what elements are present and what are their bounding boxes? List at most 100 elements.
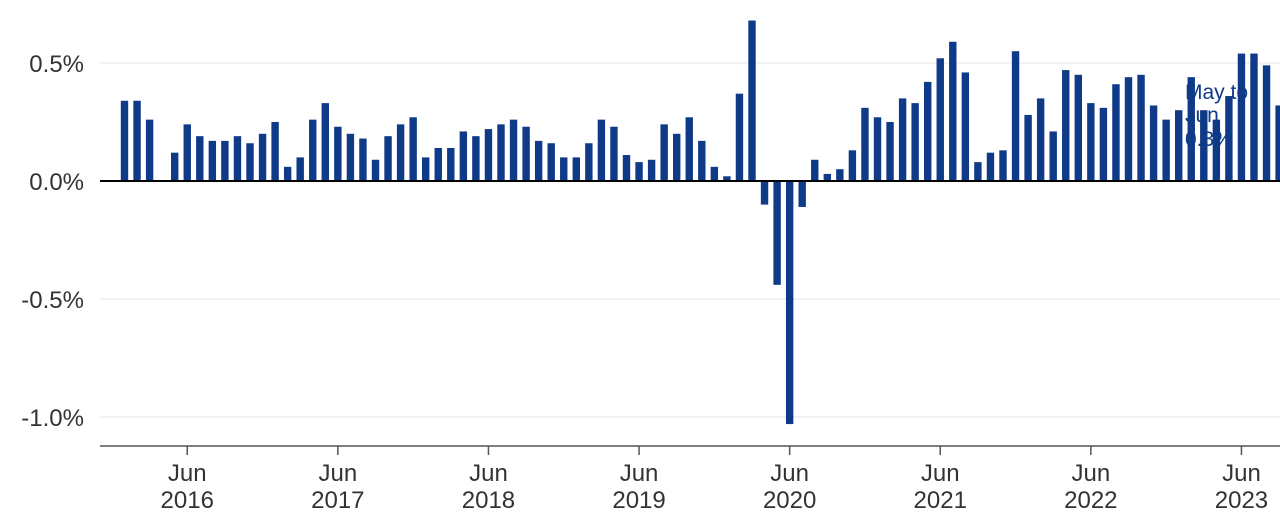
- bar: [133, 100, 141, 181]
- bar: [359, 138, 367, 181]
- bar: [1124, 77, 1133, 181]
- x-tick-label-month: Jun: [318, 460, 357, 487]
- y-tick-label: 0.5%: [29, 51, 84, 78]
- bar: [1036, 98, 1045, 181]
- grid-lines: [100, 62, 1280, 418]
- bar: [296, 157, 304, 181]
- x-tick-label-month: Jun: [1071, 460, 1110, 487]
- x-tick-label-year: 2018: [462, 487, 515, 514]
- bar: [986, 152, 995, 181]
- bar: [221, 140, 229, 181]
- x-tick-label-month: Jun: [1222, 460, 1261, 487]
- bar: [1099, 107, 1108, 181]
- bar: [610, 126, 618, 181]
- bar: [698, 140, 706, 181]
- bars: [120, 20, 1280, 425]
- bar: [1149, 105, 1158, 181]
- bar: [1200, 110, 1208, 181]
- bar: [459, 131, 468, 181]
- bar: [572, 157, 580, 181]
- x-tick-label-year: 2016: [161, 487, 214, 514]
- annotation-line-2: Jun: [1185, 104, 1219, 127]
- bar: [723, 176, 731, 181]
- bar: [1162, 119, 1170, 181]
- y-tick-label: -0.5%: [21, 287, 84, 314]
- annotation-line-1: May to: [1185, 81, 1248, 104]
- bar: [1212, 119, 1221, 181]
- bar: [396, 124, 405, 181]
- bar: [321, 103, 329, 181]
- bar: [811, 159, 819, 181]
- bar: [836, 169, 844, 181]
- bar: [371, 159, 380, 181]
- bar: [171, 152, 179, 181]
- x-axis-ticks: Jun2016Jun2017Jun2018Jun2019Jun2020Jun20…: [161, 446, 1268, 514]
- bar: [283, 166, 292, 181]
- bar: [183, 124, 191, 181]
- x-tick-label-year: 2017: [311, 487, 364, 514]
- bar: [647, 159, 656, 181]
- bar: [246, 143, 254, 181]
- latest-value-annotation: May to Jun 0.3%: [1185, 81, 1254, 151]
- bar: [434, 147, 442, 181]
- x-tick-label-month: Jun: [921, 460, 960, 487]
- bar: [873, 117, 882, 181]
- bar: [1250, 53, 1258, 182]
- bar: [861, 107, 869, 181]
- x-tick-label-year: 2021: [914, 487, 967, 514]
- bar: [1062, 70, 1070, 181]
- x-tick-label-year: 2019: [612, 487, 665, 514]
- bar: [258, 133, 267, 181]
- bar: [522, 126, 530, 181]
- bar: [384, 136, 392, 181]
- bar: [898, 98, 907, 181]
- bar: [710, 166, 719, 181]
- x-tick-label-year: 2020: [763, 487, 816, 514]
- bar: [1225, 96, 1233, 181]
- annotation-line-3: 0.3%: [1185, 128, 1233, 151]
- bar: [936, 58, 944, 181]
- bar: [1024, 114, 1032, 181]
- bar: [547, 143, 555, 181]
- bar: [484, 129, 493, 181]
- bar: [760, 181, 769, 205]
- bar: [735, 93, 744, 181]
- x-tick-label-year: 2022: [1064, 487, 1117, 514]
- bar: [622, 155, 631, 181]
- x-tick-label-month: Jun: [469, 460, 508, 487]
- bar: [309, 119, 317, 181]
- bar: [1074, 74, 1082, 181]
- bar: [1187, 77, 1195, 181]
- bar: [848, 150, 857, 181]
- bar: [748, 20, 756, 181]
- bar: [334, 126, 342, 181]
- bar: [886, 122, 894, 181]
- y-axis-tick-labels: 0.5% 0.0% -0.5% -1.0%: [21, 51, 84, 432]
- bar: [924, 81, 932, 181]
- bar: [120, 100, 129, 181]
- bar: [685, 117, 693, 181]
- x-tick-label-month: Jun: [620, 460, 659, 487]
- bar: [673, 133, 681, 181]
- x-tick-label-month: Jun: [770, 460, 809, 487]
- bar: [534, 140, 543, 181]
- bar: [509, 119, 518, 181]
- bar: [422, 157, 430, 181]
- x-tick-label-month: Jun: [168, 460, 207, 487]
- y-tick-label: 0.0%: [29, 169, 84, 196]
- bar: [585, 143, 593, 181]
- bar: [1275, 105, 1280, 181]
- bar: [447, 147, 455, 181]
- bar: [823, 173, 831, 181]
- bar: [635, 162, 643, 181]
- bar: [497, 124, 505, 181]
- bar: [1087, 103, 1095, 181]
- bar: [1262, 65, 1271, 181]
- bar: [346, 133, 355, 181]
- bar: [949, 41, 957, 182]
- bar: [999, 150, 1007, 181]
- bar: [409, 117, 417, 181]
- bar: [233, 136, 242, 181]
- bar: [1175, 110, 1183, 181]
